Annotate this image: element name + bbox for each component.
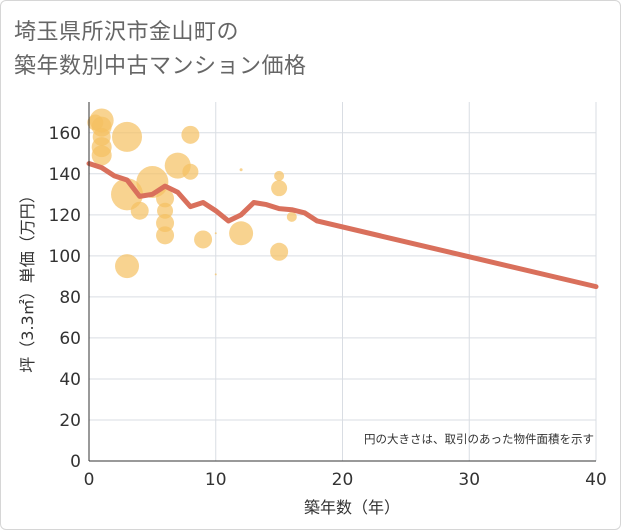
y-axis-title: 坪（3.3㎡）単価（万円）: [18, 187, 37, 372]
data-point: [156, 226, 175, 245]
bubble-size-note: 円の大きさは、取引のあった物件面積を示す: [364, 432, 594, 446]
data-point: [181, 125, 200, 144]
data-point: [239, 168, 243, 172]
chart-title-line-1: 埼玉県所沢市金山町の: [14, 20, 240, 45]
data-point: [156, 214, 175, 233]
y-tick-label: 160: [49, 124, 81, 144]
y-axis-ticks: 0 20 40 60 80 100 120 140 160: [49, 124, 81, 472]
y-tick-label: 140: [49, 165, 81, 185]
grid-lines: [88, 102, 597, 462]
chart-title: 埼玉県所沢市金山町の 築年数別中古マンション価格: [14, 16, 307, 84]
bubble-series: [87, 108, 297, 279]
x-tick-label: 0: [84, 470, 95, 490]
data-point: [115, 254, 140, 279]
data-point: [286, 211, 297, 222]
y-tick-label: 20: [59, 411, 81, 431]
data-point: [194, 230, 213, 249]
data-point: [130, 201, 149, 220]
y-tick-label: 0: [70, 452, 81, 472]
data-point: [229, 221, 254, 246]
y-tick-label: 120: [49, 206, 81, 226]
x-tick-label: 10: [205, 470, 227, 490]
y-tick-label: 100: [49, 247, 81, 267]
data-point: [91, 145, 112, 166]
x-tick-label: 30: [458, 470, 480, 490]
x-axis-ticks: 0 10 20 30 40: [84, 470, 607, 490]
x-tick-label: 20: [332, 470, 354, 490]
y-tick-label: 60: [59, 329, 81, 349]
data-point: [156, 189, 175, 208]
y-tick-label: 40: [59, 370, 81, 390]
axes: [88, 102, 596, 462]
data-point: [270, 242, 289, 261]
trend-series: [86, 161, 599, 290]
data-point: [274, 170, 285, 181]
data-point: [112, 121, 143, 152]
trend-line: [86, 161, 599, 290]
data-point: [271, 180, 288, 197]
x-tick-label: 40: [585, 470, 607, 490]
y-tick-label: 80: [59, 288, 81, 308]
data-point: [214, 273, 217, 276]
data-point: [214, 232, 217, 235]
x-axis-title: 築年数（年）: [304, 498, 400, 517]
chart-title-line-2: 築年数別中古マンション価格: [14, 54, 307, 79]
data-point: [157, 202, 174, 219]
data-point: [182, 163, 199, 180]
